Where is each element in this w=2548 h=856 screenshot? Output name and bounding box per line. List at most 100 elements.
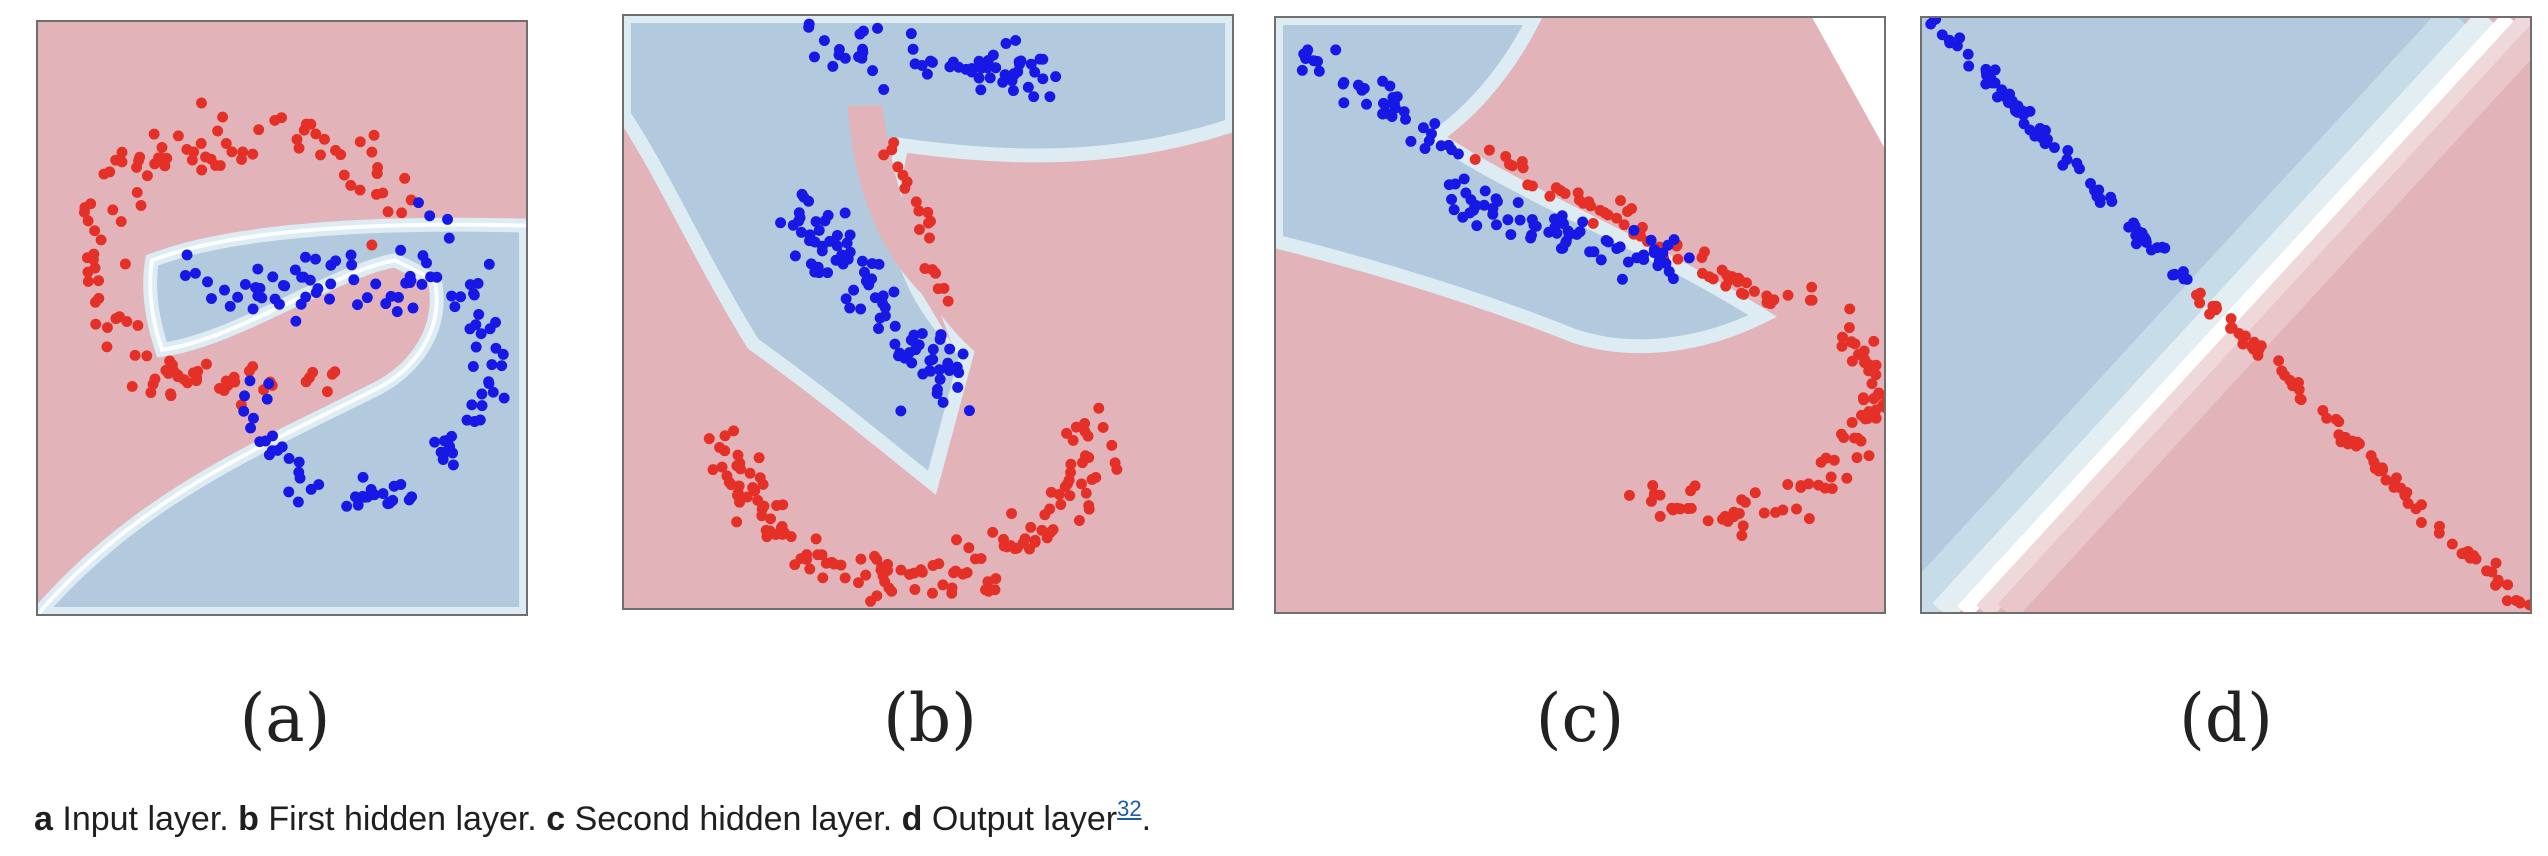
data-point [357, 471, 369, 483]
data-point [392, 291, 404, 303]
data-point [1963, 60, 1975, 72]
reference-link[interactable]: 32 [1117, 796, 1142, 821]
data-point [707, 464, 719, 476]
data-point [1514, 214, 1526, 226]
data-point [1595, 254, 1607, 266]
data-point [1093, 402, 1105, 414]
data-point [948, 567, 960, 579]
data-point [803, 195, 815, 207]
data-point [1008, 68, 1020, 80]
data-point [341, 500, 353, 512]
data-point [261, 393, 273, 405]
data-point [785, 531, 797, 543]
data-point [269, 293, 281, 305]
data-point [2380, 474, 2392, 486]
data-point [148, 128, 160, 140]
data-point [2008, 100, 2020, 112]
data-point [2293, 384, 2305, 396]
caption-text-a: Input layer. [62, 800, 229, 838]
data-point [305, 118, 317, 130]
data-point [243, 365, 255, 377]
data-point [1851, 452, 1863, 464]
data-point [2140, 236, 2152, 248]
data-point [943, 365, 955, 376]
data-point [1076, 478, 1087, 490]
data-point [1446, 193, 1458, 205]
data-point [1736, 530, 1748, 541]
data-point [1487, 202, 1499, 214]
data-point [827, 60, 839, 72]
data-point [1826, 483, 1838, 494]
data-point [1928, 18, 1940, 26]
data-point [447, 459, 459, 471]
points-red-c [1469, 144, 1884, 541]
data-point [1880, 402, 1884, 413]
data-point [872, 22, 883, 34]
data-point [354, 136, 366, 148]
data-point [946, 582, 958, 594]
data-point [247, 148, 259, 160]
data-point [860, 569, 872, 581]
data-point [944, 343, 956, 355]
data-point [951, 534, 962, 546]
data-point [1738, 288, 1750, 300]
data-point [470, 319, 482, 331]
data-point [922, 206, 934, 218]
data-point [1551, 227, 1563, 239]
data-point [1313, 65, 1325, 77]
data-point [1615, 195, 1626, 207]
data-point [318, 133, 330, 145]
data-point [1863, 365, 1875, 377]
data-point [2513, 596, 2525, 608]
data-point [957, 568, 969, 580]
data-point [744, 467, 756, 479]
data-point [1758, 507, 1770, 519]
data-point [330, 144, 342, 156]
data-point [1053, 489, 1065, 500]
data-point [776, 527, 788, 539]
data-point [925, 55, 936, 67]
data-point [934, 364, 945, 376]
panel-a-plot [38, 97, 526, 614]
data-point [181, 143, 193, 155]
data-point [1361, 98, 1372, 110]
data-point [878, 149, 890, 161]
data-point [1585, 200, 1597, 212]
data-point [942, 295, 954, 307]
data-point [1405, 135, 1417, 147]
data-point [990, 573, 1002, 585]
region-blue-c [1276, 18, 1777, 354]
data-point [279, 280, 291, 292]
data-point [1836, 340, 1848, 352]
data-point [2434, 520, 2445, 532]
data-point [442, 213, 453, 225]
data-point [747, 482, 759, 494]
data-point [871, 590, 883, 602]
data-point [732, 449, 744, 461]
data-point [2335, 436, 2347, 448]
data-point [1638, 254, 1650, 265]
data-point [238, 405, 250, 417]
data-point [1855, 435, 1867, 447]
caption-letter-c: c [546, 800, 566, 838]
data-point [771, 500, 783, 511]
data-point [371, 167, 383, 179]
data-point [2415, 517, 2427, 528]
data-point [2247, 343, 2259, 355]
data-point [90, 318, 102, 330]
data-point [731, 516, 743, 528]
data-point [818, 35, 830, 46]
data-point [1645, 234, 1657, 246]
data-point [1044, 91, 1056, 103]
data-point [476, 388, 488, 400]
data-point [89, 225, 101, 237]
data-point [417, 250, 429, 262]
data-point [155, 152, 167, 164]
data-point [963, 405, 975, 417]
data-point [2156, 241, 2168, 253]
data-point [981, 62, 993, 74]
data-point [407, 302, 419, 314]
data-point [932, 283, 944, 295]
data-point [1330, 44, 1342, 56]
data-point [1037, 73, 1049, 85]
